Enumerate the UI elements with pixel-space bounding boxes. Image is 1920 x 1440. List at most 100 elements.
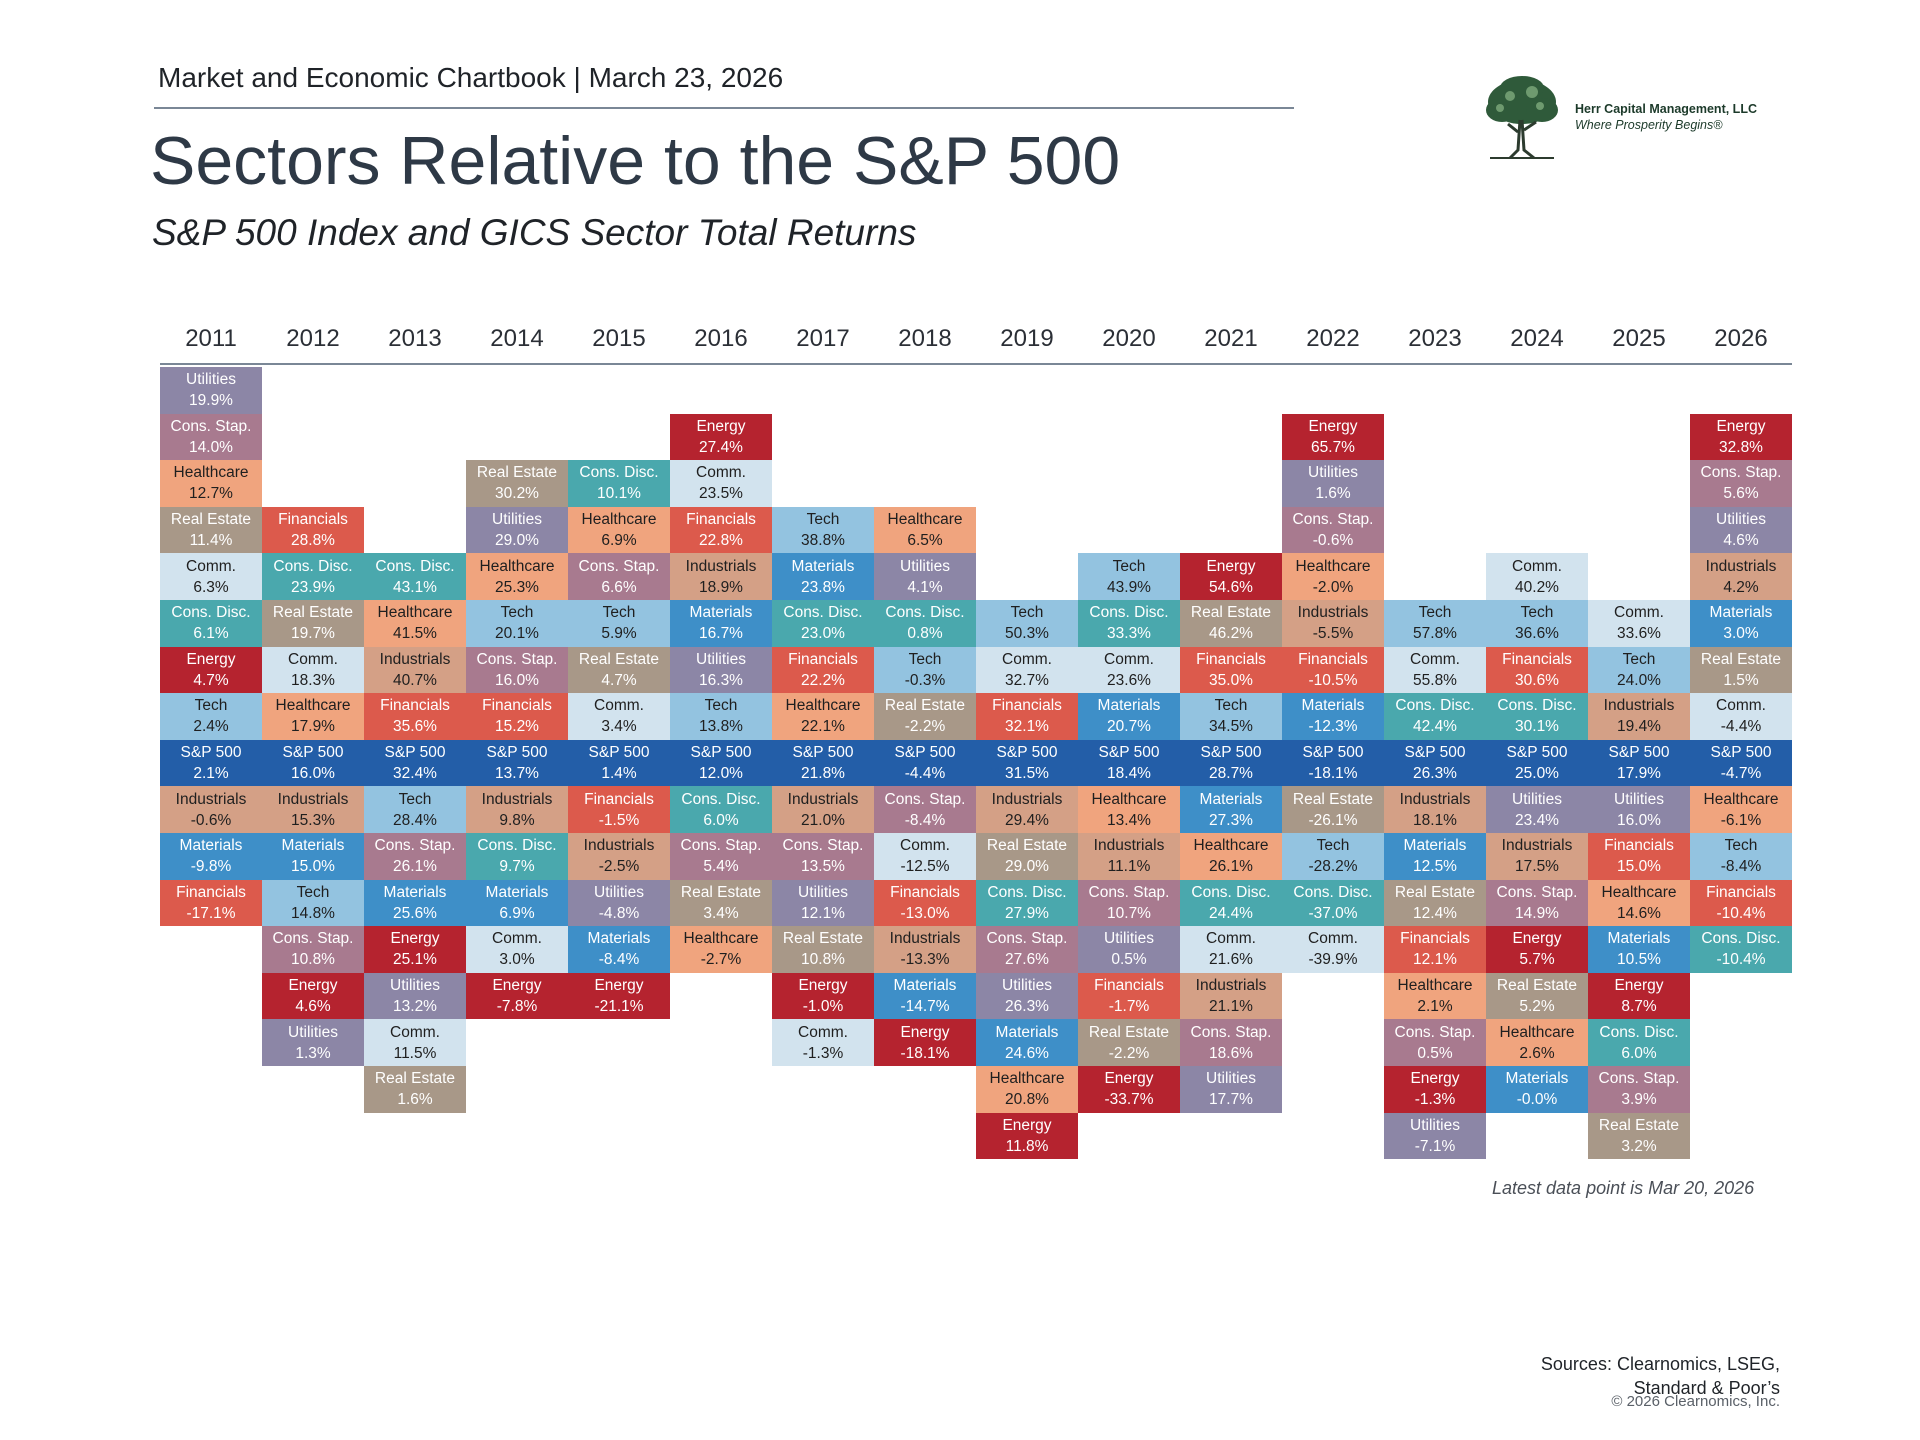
return-value: -33.7% [1104, 1091, 1154, 1109]
return-value: -10.4% [1716, 904, 1766, 922]
cell-2024-healthcare: Healthcare 2.6% [1486, 1019, 1588, 1066]
year-label: 2017 [796, 325, 850, 352]
sector-label: Real Estate [272, 604, 354, 622]
return-value: 17.5% [1515, 858, 1559, 876]
return-value: 24.0% [1617, 671, 1661, 689]
sector-label: Cons. Disc. [1191, 883, 1271, 901]
sector-label: Utilities [1104, 930, 1154, 948]
cell-2014-energy: Energy -7.8% [466, 972, 568, 1020]
cell-2023-utilities: Utilities -7.1% [1384, 1112, 1486, 1160]
return-value: 25.3% [495, 578, 539, 596]
cell-2019-industrials: Industrials 29.4% [976, 786, 1078, 833]
sector-label: Tech [1010, 604, 1044, 622]
return-value: 23.6% [1107, 671, 1151, 689]
return-value: -26.1% [1308, 811, 1358, 829]
return-value: 27.6% [1005, 951, 1049, 969]
cell-2026-cons-stap: Cons. Stap. 5.6% [1690, 460, 1792, 507]
cell-2012-energy: Energy 4.6% [262, 972, 364, 1020]
return-value: 4.1% [907, 578, 943, 596]
return-value: 12.4% [1413, 904, 1457, 922]
sector-label: Cons. Disc. [885, 604, 965, 622]
sector-label: Cons. Stap. [170, 417, 252, 435]
return-value: 55.8% [1413, 671, 1457, 689]
cell-2014-real-estate: Real Estate 30.2% [466, 460, 568, 507]
cell-2020-cons-stap: Cons. Stap. 10.7% [1078, 879, 1180, 927]
sector-label: Real Estate [884, 697, 966, 715]
sector-label: Real Estate [374, 1070, 456, 1088]
sector-label: Utilities [900, 557, 950, 575]
cell-2017-real-estate: Real Estate 10.8% [772, 926, 874, 973]
cell-2023-real-estate: Real Estate 12.4% [1384, 879, 1486, 927]
cell-2011-sp-500: S&P 500 2.1% [160, 739, 262, 787]
return-value: 38.8% [801, 532, 845, 550]
cell-2021-comm: Comm. 21.6% [1180, 926, 1282, 973]
cell-2024-utilities: Utilities 23.4% [1486, 786, 1588, 833]
cell-2023-sp-500: S&P 500 26.3% [1384, 739, 1486, 787]
cell-2020-healthcare: Healthcare 13.4% [1078, 786, 1180, 833]
cell-2023-financials: Financials 12.1% [1384, 926, 1486, 973]
return-value: 21.1% [1209, 998, 1253, 1016]
sector-label: Healthcare [173, 464, 249, 482]
cell-2026-energy: Energy 32.8% [1690, 413, 1792, 461]
cell-2019-sp-500: S&P 500 31.5% [976, 739, 1078, 787]
sector-label: Healthcare [1601, 883, 1677, 901]
sector-label: Cons. Disc. [1497, 697, 1577, 715]
sector-label: Industrials [1297, 604, 1369, 622]
year-label: 2018 [898, 325, 952, 352]
sector-label: Utilities [1614, 790, 1664, 808]
year-label: 2025 [1612, 325, 1666, 352]
cell-2026-materials: Materials 3.0% [1690, 600, 1792, 647]
cell-2012-cons-disc: Cons. Disc. 23.9% [262, 553, 364, 600]
cell-2011-utilities: Utilities 19.9% [160, 367, 262, 414]
return-value: 4.2% [1723, 578, 1759, 596]
sector-label: Materials [1607, 930, 1671, 948]
cell-2015-sp-500: S&P 500 1.4% [568, 739, 670, 787]
page-title: Sectors Relative to the S&P 500 [150, 123, 1121, 199]
return-value: 12.1% [801, 904, 845, 922]
cell-2011-real-estate: Real Estate 11.4% [160, 506, 262, 554]
return-value: -8.4% [598, 951, 640, 969]
return-value: 30.2% [495, 485, 539, 503]
sector-label: Industrials [175, 790, 247, 808]
sector-label: Financials [890, 883, 960, 901]
cell-2012-sp-500: S&P 500 16.0% [262, 739, 364, 787]
sector-label: Financials [278, 511, 348, 529]
sector-label: Cons. Disc. [681, 790, 761, 808]
cell-2019-healthcare: Healthcare 20.8% [976, 1066, 1078, 1113]
sector-label: Utilities [186, 371, 236, 389]
return-value: 6.3% [193, 578, 229, 596]
sector-label: Cons. Stap. [1190, 1023, 1272, 1041]
return-value: 22.8% [699, 532, 743, 550]
return-value: 11.1% [1107, 858, 1151, 876]
sector-label: Energy [288, 977, 338, 995]
sector-label: Utilities [288, 1023, 338, 1041]
return-value: 4.6% [1723, 532, 1759, 550]
sector-label: Materials [995, 1023, 1059, 1041]
return-value: 23.4% [1515, 811, 1559, 829]
sector-label: Real Estate [986, 837, 1068, 855]
return-value: 17.7% [1209, 1091, 1253, 1109]
cell-2018-comm: Comm. -12.5% [874, 833, 976, 880]
return-value: 43.1% [393, 578, 437, 596]
cell-2024-comm: Comm. 40.2% [1486, 553, 1588, 600]
return-value: 46.2% [1209, 625, 1253, 643]
sector-label: Utilities [798, 883, 848, 901]
return-value: 10.7% [1107, 904, 1151, 922]
sector-label: Utilities [1410, 1116, 1460, 1134]
sector-label: Utilities [696, 650, 746, 668]
sector-label: Tech [1112, 557, 1146, 575]
cell-2014-industrials: Industrials 9.8% [466, 786, 568, 833]
cell-2016-tech: Tech 13.8% [670, 693, 772, 740]
sector-label: Materials [1199, 790, 1263, 808]
return-value: 10.5% [1617, 951, 1661, 969]
return-value: 29.0% [495, 532, 539, 550]
sector-label: Tech [602, 604, 636, 622]
return-value: -10.4% [1716, 951, 1766, 969]
return-value: 18.1% [1413, 811, 1457, 829]
cell-2026-industrials: Industrials 4.2% [1690, 553, 1792, 600]
cell-2015-energy: Energy -21.1% [568, 972, 670, 1020]
sector-label: Tech [398, 790, 432, 808]
return-value: -10.5% [1308, 671, 1358, 689]
sector-label: S&P 500 [1506, 744, 1568, 762]
cell-2023-tech: Tech 57.8% [1384, 600, 1486, 647]
